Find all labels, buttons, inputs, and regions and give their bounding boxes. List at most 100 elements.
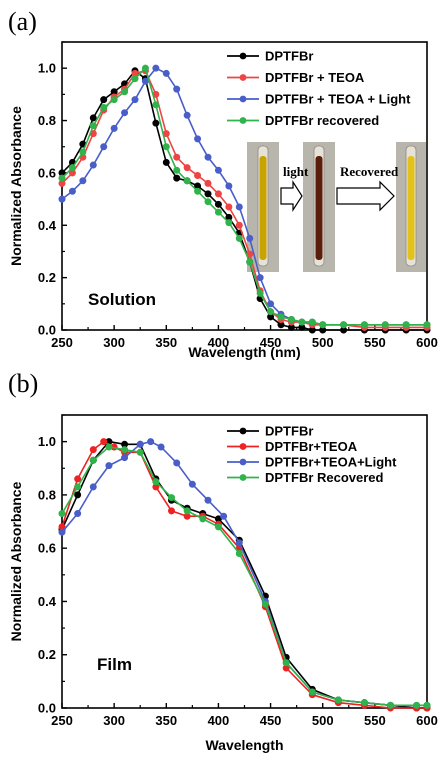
arrow-light — [280, 179, 303, 213]
data-point — [89, 456, 97, 464]
x-tick-label: 300 — [103, 335, 125, 350]
data-point — [168, 494, 176, 502]
data-point — [235, 203, 243, 211]
data-point — [413, 701, 421, 709]
data-point — [204, 190, 212, 198]
data-point — [256, 289, 264, 297]
legend-entry: DPTFBr + TEOA — [265, 70, 365, 85]
plot-frame — [61, 41, 428, 331]
data-point — [162, 69, 170, 77]
data-point — [100, 143, 108, 151]
legend-swatch-marker — [239, 427, 247, 435]
y-axis-label: Normalized Absorbance — [8, 481, 24, 641]
y-tick-label: 1.0 — [38, 434, 56, 449]
data-point — [319, 321, 327, 329]
x-tick-label: 250 — [51, 335, 73, 350]
data-point — [194, 172, 202, 180]
y-tick-label: 0.6 — [38, 165, 56, 180]
data-point — [204, 496, 212, 504]
data-point — [183, 507, 191, 515]
data-point — [235, 221, 243, 229]
arrow-recovered — [336, 180, 395, 212]
data-point — [267, 308, 275, 316]
legend-entry: DPTFBr — [265, 424, 313, 439]
data-point — [152, 101, 160, 109]
data-point — [74, 475, 82, 483]
data-point — [147, 438, 155, 446]
x-tick-label: 250 — [51, 713, 73, 728]
data-point — [287, 316, 295, 324]
x-tick-label: 300 — [103, 713, 125, 728]
data-point — [246, 234, 254, 242]
x-tick-label: 350 — [155, 335, 177, 350]
data-point — [100, 96, 108, 104]
data-point — [162, 143, 170, 151]
data-point — [225, 203, 233, 211]
panel-a: (a) 250 300 350 400 450 500 550 600 0.0 0.2 0.4 0.6 0… — [8, 7, 438, 360]
x-tick-label: 450 — [260, 713, 282, 728]
data-point — [220, 512, 228, 520]
data-point — [204, 198, 212, 206]
legend-entry: DPTFBr — [265, 49, 313, 64]
data-point — [173, 153, 181, 161]
x-tick-label: 350 — [155, 713, 177, 728]
data-point — [89, 122, 97, 130]
data-point — [105, 443, 113, 451]
data-point — [173, 174, 181, 182]
data-point — [214, 200, 222, 208]
legend-swatch-marker — [239, 95, 247, 103]
x-tick-label: 450 — [260, 335, 282, 350]
data-point — [183, 111, 191, 119]
inset-label-recovered: Recovered — [340, 164, 399, 179]
legend-entry: DPTFBr Recovered — [265, 470, 384, 485]
data-point — [225, 219, 233, 227]
y-tick-label: 0.2 — [38, 270, 56, 285]
data-point — [194, 135, 202, 143]
data-point — [162, 158, 170, 166]
data-point — [334, 696, 342, 704]
data-point — [214, 523, 222, 531]
inset-label-light: light — [283, 164, 309, 179]
vial-2 — [303, 142, 335, 272]
data-point — [89, 161, 97, 169]
data-point — [183, 164, 191, 172]
panel-label: (a) — [8, 7, 37, 36]
data-point — [168, 507, 176, 515]
series-4 — [58, 443, 431, 709]
legend-entry: DPTFBr+TEOA — [265, 439, 358, 454]
data-point — [100, 103, 108, 111]
data-point — [173, 459, 181, 467]
data-point — [100, 438, 108, 446]
data-point — [188, 480, 196, 488]
data-point — [58, 510, 66, 518]
data-point — [173, 166, 181, 174]
vial-solution — [407, 156, 415, 260]
y-tick-label: 0.4 — [38, 218, 57, 233]
data-point — [121, 454, 129, 462]
data-point — [58, 195, 66, 203]
data-point — [214, 190, 222, 198]
data-point — [136, 440, 144, 448]
data-point — [58, 528, 66, 536]
data-point — [136, 448, 144, 456]
data-point — [386, 701, 394, 709]
x-tick-label: 600 — [416, 713, 438, 728]
x-tick-label: 500 — [312, 713, 334, 728]
data-point — [89, 446, 97, 454]
legend-swatch-marker — [239, 52, 247, 60]
data-point — [58, 174, 66, 182]
y-axis-label: Normalized Absorbance — [8, 106, 24, 266]
x-tick-label: 400 — [208, 713, 230, 728]
data-point — [214, 208, 222, 216]
y-tick-label: 0.8 — [38, 113, 56, 128]
legend-swatch-marker — [239, 74, 247, 81]
data-point — [89, 483, 97, 491]
data-point — [74, 483, 82, 491]
data-point — [79, 148, 87, 156]
data-point — [423, 701, 431, 709]
data-point — [131, 96, 139, 104]
data-point — [261, 600, 269, 608]
data-point — [105, 462, 113, 470]
data-point — [152, 478, 160, 486]
y-tick-label: 0.2 — [38, 647, 56, 662]
